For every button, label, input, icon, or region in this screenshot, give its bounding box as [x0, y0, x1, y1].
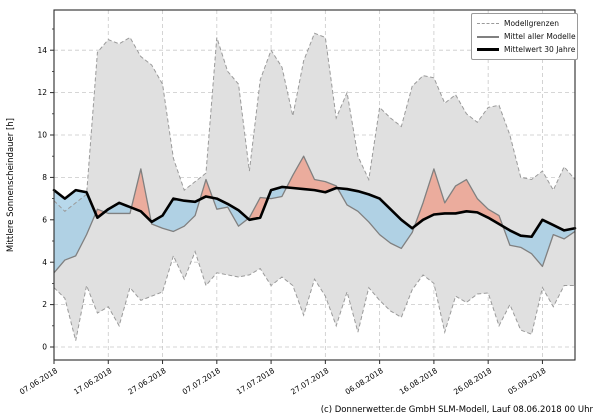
- copyright-note: (c) Donnerwetter.de GmbH SLM-Modell, Lau…: [320, 405, 593, 415]
- black-line-sample-icon: [477, 48, 499, 51]
- svg-text:8: 8: [42, 173, 47, 182]
- svg-text:12: 12: [37, 88, 47, 97]
- legend-label: Mittelwert 30 Jahre: [504, 45, 576, 54]
- model-range-border-lines: [53, 32, 576, 341]
- svg-text:27.06.2018: 27.06.2018: [126, 366, 167, 397]
- svg-text:26.08.2018: 26.08.2018: [452, 366, 493, 397]
- model-mean-line: [53, 155, 576, 274]
- svg-text:14: 14: [37, 46, 47, 55]
- mean-30yr-line: [52, 185, 577, 239]
- svg-text:17.06.2018: 17.06.2018: [72, 366, 113, 397]
- svg-text:07.07.2018: 07.07.2018: [181, 366, 222, 397]
- svg-text:10: 10: [37, 131, 47, 140]
- svg-text:27.07.2018: 27.07.2018: [289, 366, 330, 397]
- svg-text:07.06.2018: 07.06.2018: [18, 366, 59, 397]
- gray-line-sample-icon: [477, 35, 499, 38]
- y-axis-title-wrap: Mittlere Sonnenscheindauer [h]: [6, 10, 16, 360]
- axes-ticks: [50, 9, 576, 364]
- svg-text:2: 2: [42, 300, 47, 309]
- x-tick-labels: 07.06.2018 17.06.2018 27.06.2018 07.07.2018…: [18, 366, 548, 397]
- dashed-line-sample-icon: [477, 23, 499, 24]
- svg-text:17.07.2018: 17.07.2018: [235, 366, 276, 397]
- y-tick-labels: 0 2 4 6 8 10 12 14: [37, 46, 47, 352]
- svg-text:06.08.2018: 06.08.2018: [343, 366, 384, 397]
- svg-text:4: 4: [42, 258, 47, 267]
- svg-text:0: 0: [42, 343, 47, 352]
- legend: Modellgrenzen Mittel aller Modelle Mitte…: [471, 13, 578, 60]
- legend-item-mittelwert-30-jahre: Mittelwert 30 Jahre: [477, 43, 576, 56]
- legend-label: Modellgrenzen: [504, 19, 559, 28]
- svg-text:16.08.2018: 16.08.2018: [398, 366, 439, 397]
- y-axis-title: Mittlere Sonnenscheindauer [h]: [6, 117, 16, 253]
- svg-text:6: 6: [42, 215, 47, 224]
- legend-item-modellgrenzen: Modellgrenzen: [477, 17, 573, 30]
- legend-label: Mittel aller Modelle: [504, 32, 576, 41]
- svg-text:05.09.2018: 05.09.2018: [506, 366, 547, 397]
- legend-item-mittel-aller-modelle: Mittel aller Modelle: [477, 30, 576, 43]
